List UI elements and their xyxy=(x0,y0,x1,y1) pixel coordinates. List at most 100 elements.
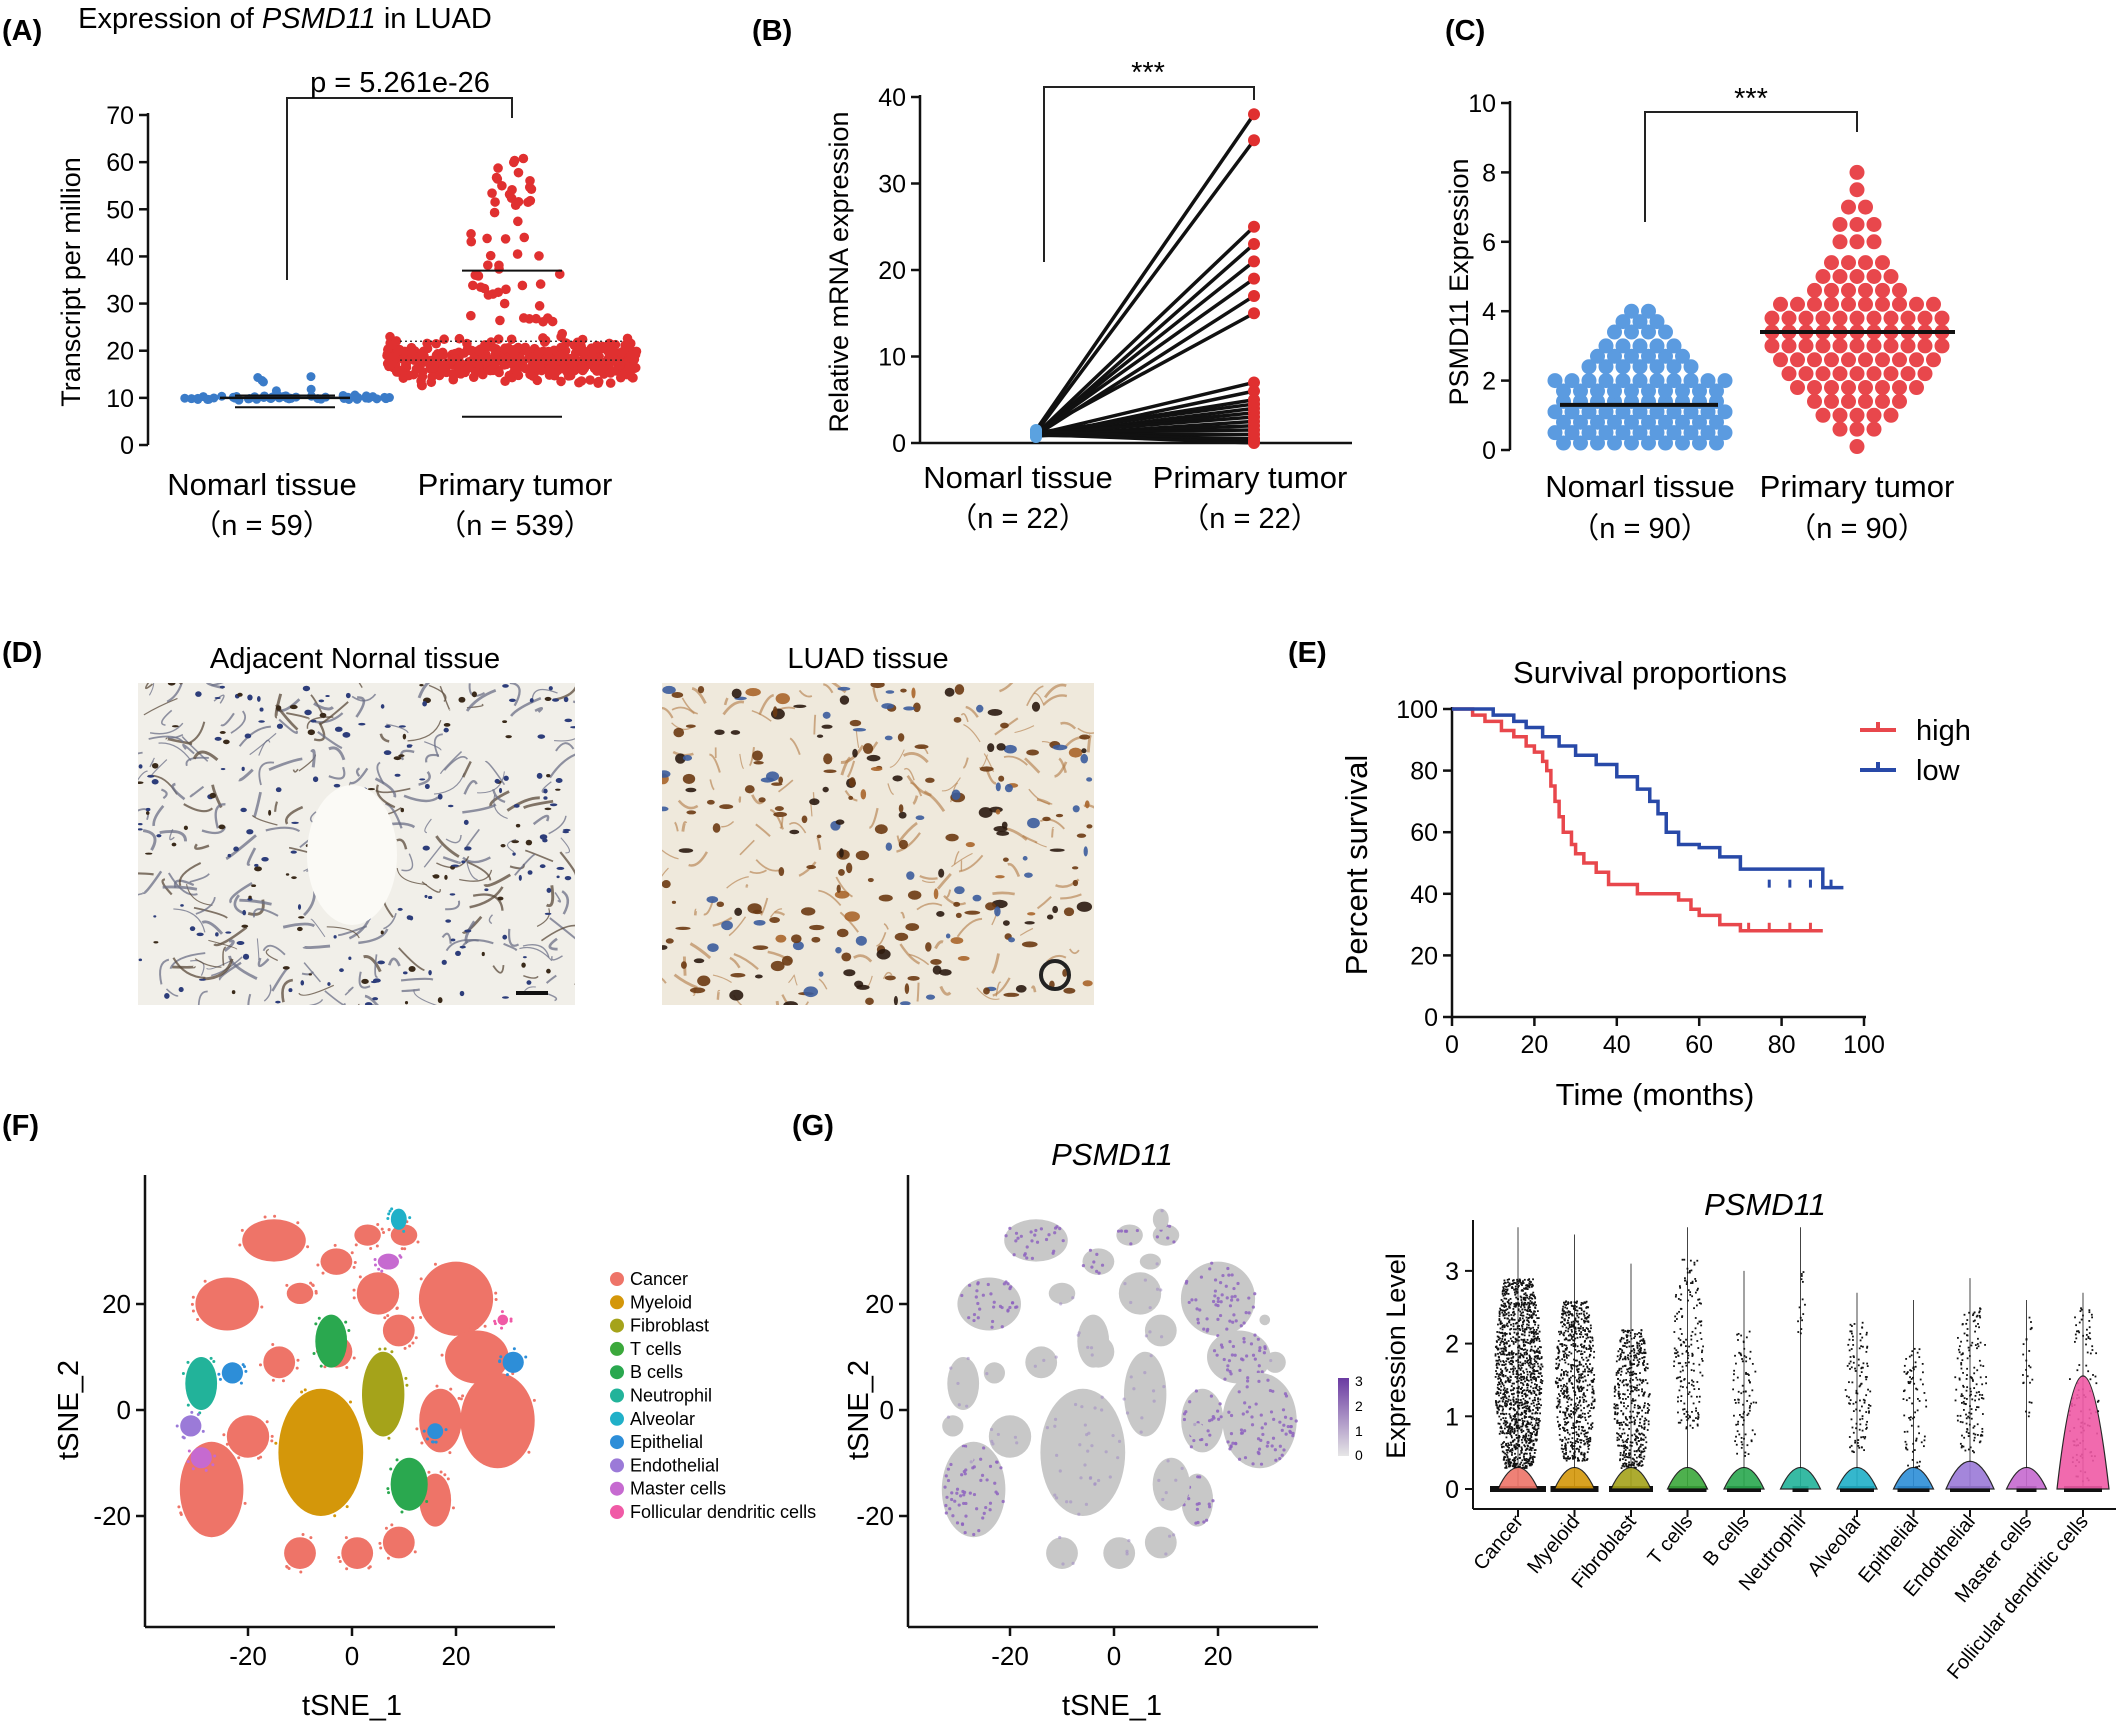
expression-dot xyxy=(1162,1384,1166,1389)
tsne-outlier-dot xyxy=(434,1440,438,1444)
tissue-nucleus xyxy=(189,926,196,932)
tissue-nucleus xyxy=(291,876,297,880)
tumor-point xyxy=(449,353,460,364)
tumor-point xyxy=(487,188,497,198)
expression-dot xyxy=(1257,1451,1261,1456)
violin-point xyxy=(1534,1449,1537,1451)
tissue-nucleus xyxy=(409,915,414,921)
tissue-fiber xyxy=(559,851,575,876)
tsne-outlier-dot xyxy=(426,1437,430,1441)
tsne-outlier-dot xyxy=(273,1214,277,1218)
tumor-point xyxy=(1832,366,1848,382)
violin-point xyxy=(1536,1351,1539,1353)
violin-point xyxy=(1504,1394,1506,1396)
expression-dot xyxy=(1008,1305,1012,1310)
legend-low: low xyxy=(1916,755,1961,787)
violin-point xyxy=(1520,1303,1523,1306)
expression-dot xyxy=(1155,1235,1159,1239)
violin-point xyxy=(1520,1411,1523,1414)
expression-dot xyxy=(1245,1354,1249,1358)
tissue-fiber xyxy=(781,994,790,1005)
expression-dot xyxy=(1196,1321,1200,1325)
violin-point xyxy=(1571,1383,1574,1385)
tsne-outlier-dot xyxy=(337,1556,341,1560)
panel-e-y-axis-tick-label: 80 xyxy=(1410,758,1438,786)
violin-point xyxy=(1527,1324,1530,1327)
violin-point xyxy=(1586,1365,1589,1368)
expression-dot xyxy=(1247,1311,1251,1315)
violin-point xyxy=(1622,1441,1625,1444)
violin-point xyxy=(1517,1385,1520,1388)
violin-point xyxy=(1563,1457,1565,1460)
violin-point xyxy=(1559,1406,1562,1408)
violin-point xyxy=(1527,1401,1529,1404)
violin-point xyxy=(1504,1302,1506,1305)
tissue-fiber xyxy=(945,889,952,898)
tsne-outlier-dot xyxy=(403,1346,407,1350)
tissue-fiber xyxy=(532,814,550,826)
violin-point xyxy=(1587,1437,1590,1440)
violin-point xyxy=(1512,1417,1515,1420)
legend-label: Myeloid xyxy=(630,1292,692,1312)
tissue-nucleus xyxy=(380,704,385,709)
violin-point xyxy=(1571,1445,1574,1447)
tissue-fiber xyxy=(167,734,184,739)
tissue-nucleus xyxy=(437,793,443,800)
expression-dot xyxy=(1226,1440,1230,1444)
tissue-fiber xyxy=(484,760,506,786)
violin-point xyxy=(1564,1442,1567,1445)
violin-point xyxy=(1579,1420,1581,1423)
tissue-fiber xyxy=(912,795,919,805)
tsne-cluster xyxy=(502,1351,524,1373)
expression-dot xyxy=(1030,1256,1035,1260)
tumor-point xyxy=(577,362,587,372)
tsne-outlier-dot xyxy=(352,1356,356,1360)
stained-cell xyxy=(950,937,964,944)
expression-dot xyxy=(957,1503,961,1507)
tissue-nucleus xyxy=(447,804,454,808)
expression-dot xyxy=(1129,1242,1133,1246)
tsne-outlier-dot xyxy=(191,1467,195,1471)
expression-dot xyxy=(1199,1275,1204,1279)
expression-dot xyxy=(944,1474,948,1478)
violin-point xyxy=(1509,1399,1512,1402)
violin-point xyxy=(1541,1365,1544,1368)
violin-point xyxy=(1535,1406,1538,1409)
violin-point xyxy=(1623,1345,1626,1347)
violin-point xyxy=(1505,1459,1508,1462)
violin-point xyxy=(1521,1363,1524,1365)
tissue-nucleus xyxy=(443,727,449,733)
violin-point xyxy=(1534,1428,1536,1431)
expression-dot xyxy=(968,1491,972,1495)
stained-cell xyxy=(898,804,904,813)
tissue-fiber xyxy=(921,879,936,884)
violin-point xyxy=(1582,1440,1585,1442)
violin-point xyxy=(1532,1291,1535,1294)
tsne-outlier-dot xyxy=(303,1388,307,1392)
violin-point xyxy=(1540,1357,1543,1360)
violin-point xyxy=(1590,1371,1593,1374)
tsne-expression-cluster xyxy=(1082,1248,1115,1275)
violin-point xyxy=(1524,1344,1526,1347)
expression-dot xyxy=(1100,1395,1104,1399)
violin-point xyxy=(1519,1352,1522,1355)
expression-dot xyxy=(1194,1389,1198,1393)
stained-cell xyxy=(903,706,915,711)
expression-dot xyxy=(1001,1499,1005,1504)
expression-dot xyxy=(1051,1251,1055,1255)
violin-point xyxy=(1556,1381,1559,1384)
tissue-nucleus xyxy=(151,779,159,785)
violin-point xyxy=(1569,1326,1572,1328)
violin-point xyxy=(1525,1357,1528,1360)
violin-point xyxy=(1525,1376,1528,1379)
violin-point xyxy=(1556,1377,1558,1380)
violin-point xyxy=(1526,1326,1528,1329)
violin-point xyxy=(1526,1389,1529,1392)
violin-point xyxy=(1581,1373,1584,1375)
violin-point xyxy=(1525,1284,1527,1287)
violin-point xyxy=(1573,1454,1576,1456)
expression-dot xyxy=(985,1372,989,1376)
tissue-fiber xyxy=(1086,734,1092,753)
